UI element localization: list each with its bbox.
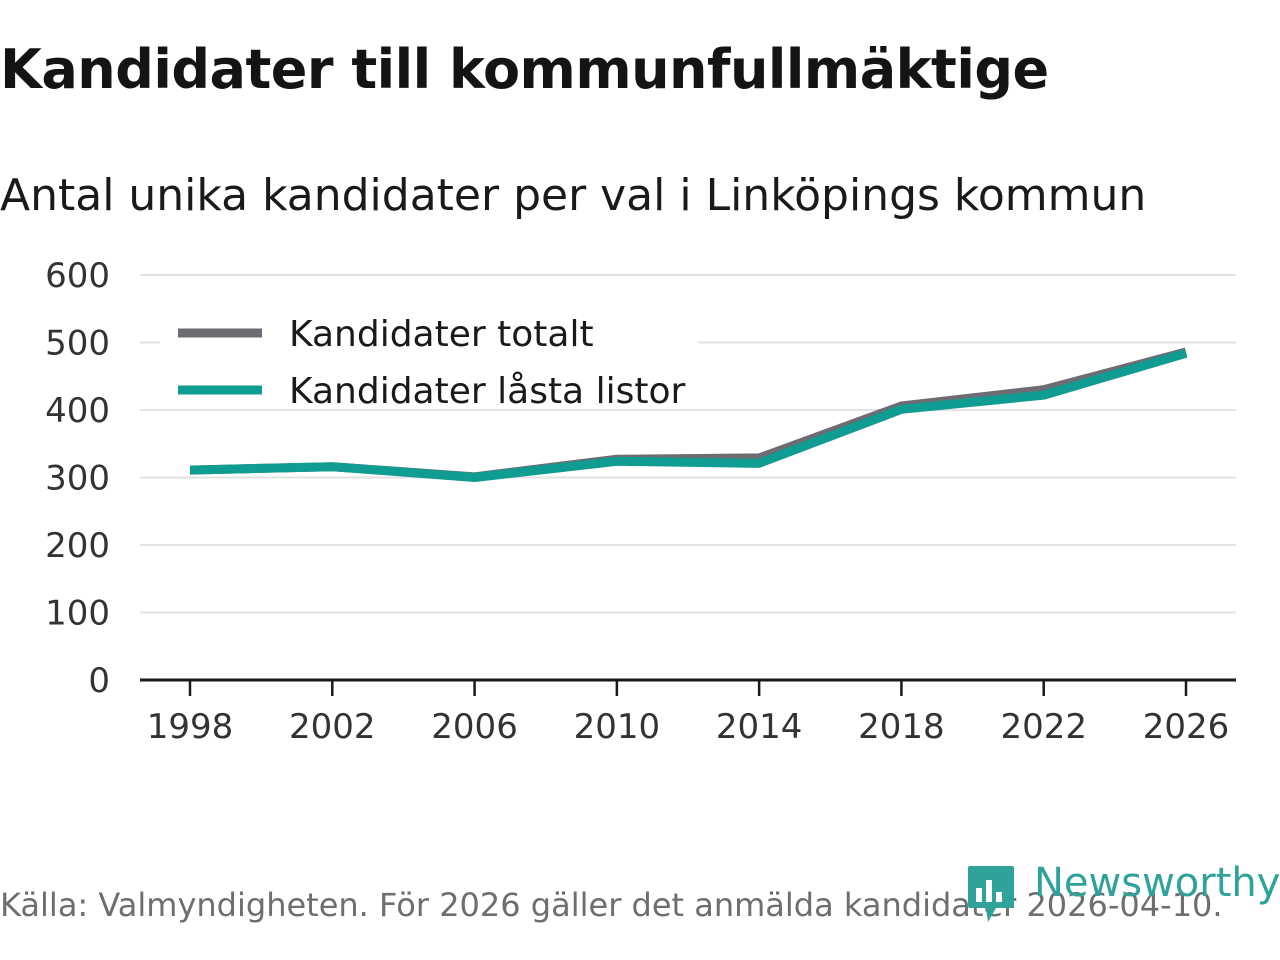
- y-tick-label: 500: [45, 324, 110, 364]
- x-tick-label: 2018: [858, 707, 945, 747]
- x-tick-label: 2026: [1143, 707, 1230, 747]
- y-tick-label: 400: [45, 391, 110, 431]
- legend-label: Kandidater låsta listor: [289, 371, 685, 412]
- gridlines: 0 100 200 300 400 500 600: [45, 256, 1236, 701]
- x-tick-label: 2014: [716, 707, 803, 747]
- chart-title: Kandidater till kommunfullmäktige: [0, 38, 1049, 101]
- y-tick-label: 100: [45, 594, 110, 634]
- newsworthy-logo-icon: [968, 866, 1014, 922]
- newsworthy-logo-text: Newsworthy: [1034, 860, 1280, 906]
- series-lines: [189, 347, 1188, 482]
- chart-subtitle: Antal unika kandidater per val i Linköpi…: [0, 170, 1147, 221]
- y-tick-label: 200: [45, 526, 110, 566]
- x-tick-label: 2006: [431, 707, 518, 747]
- y-tick-label: 600: [45, 256, 110, 296]
- newsworthy-logo: Newsworthy: [966, 860, 1280, 924]
- x-tick-label: 2022: [1000, 707, 1087, 747]
- x-axis: 1998 2002 2006 2010 2014 2018 2022 2026: [140, 678, 1236, 747]
- y-tick-label: 0: [88, 661, 110, 701]
- legend: Kandidater totalt Kandidater låsta listor: [160, 305, 698, 412]
- x-tick-label: 2002: [289, 707, 376, 747]
- y-tick-label: 300: [45, 459, 110, 499]
- series-line-kandidater-lasta-listor: [189, 348, 1188, 482]
- x-tick-label: 2010: [574, 707, 661, 747]
- source-note: Källa: Valmyndigheten. För 2026 gäller d…: [0, 886, 1223, 924]
- legend-label: Kandidater totalt: [289, 314, 594, 355]
- x-tick-label: 1998: [147, 707, 234, 747]
